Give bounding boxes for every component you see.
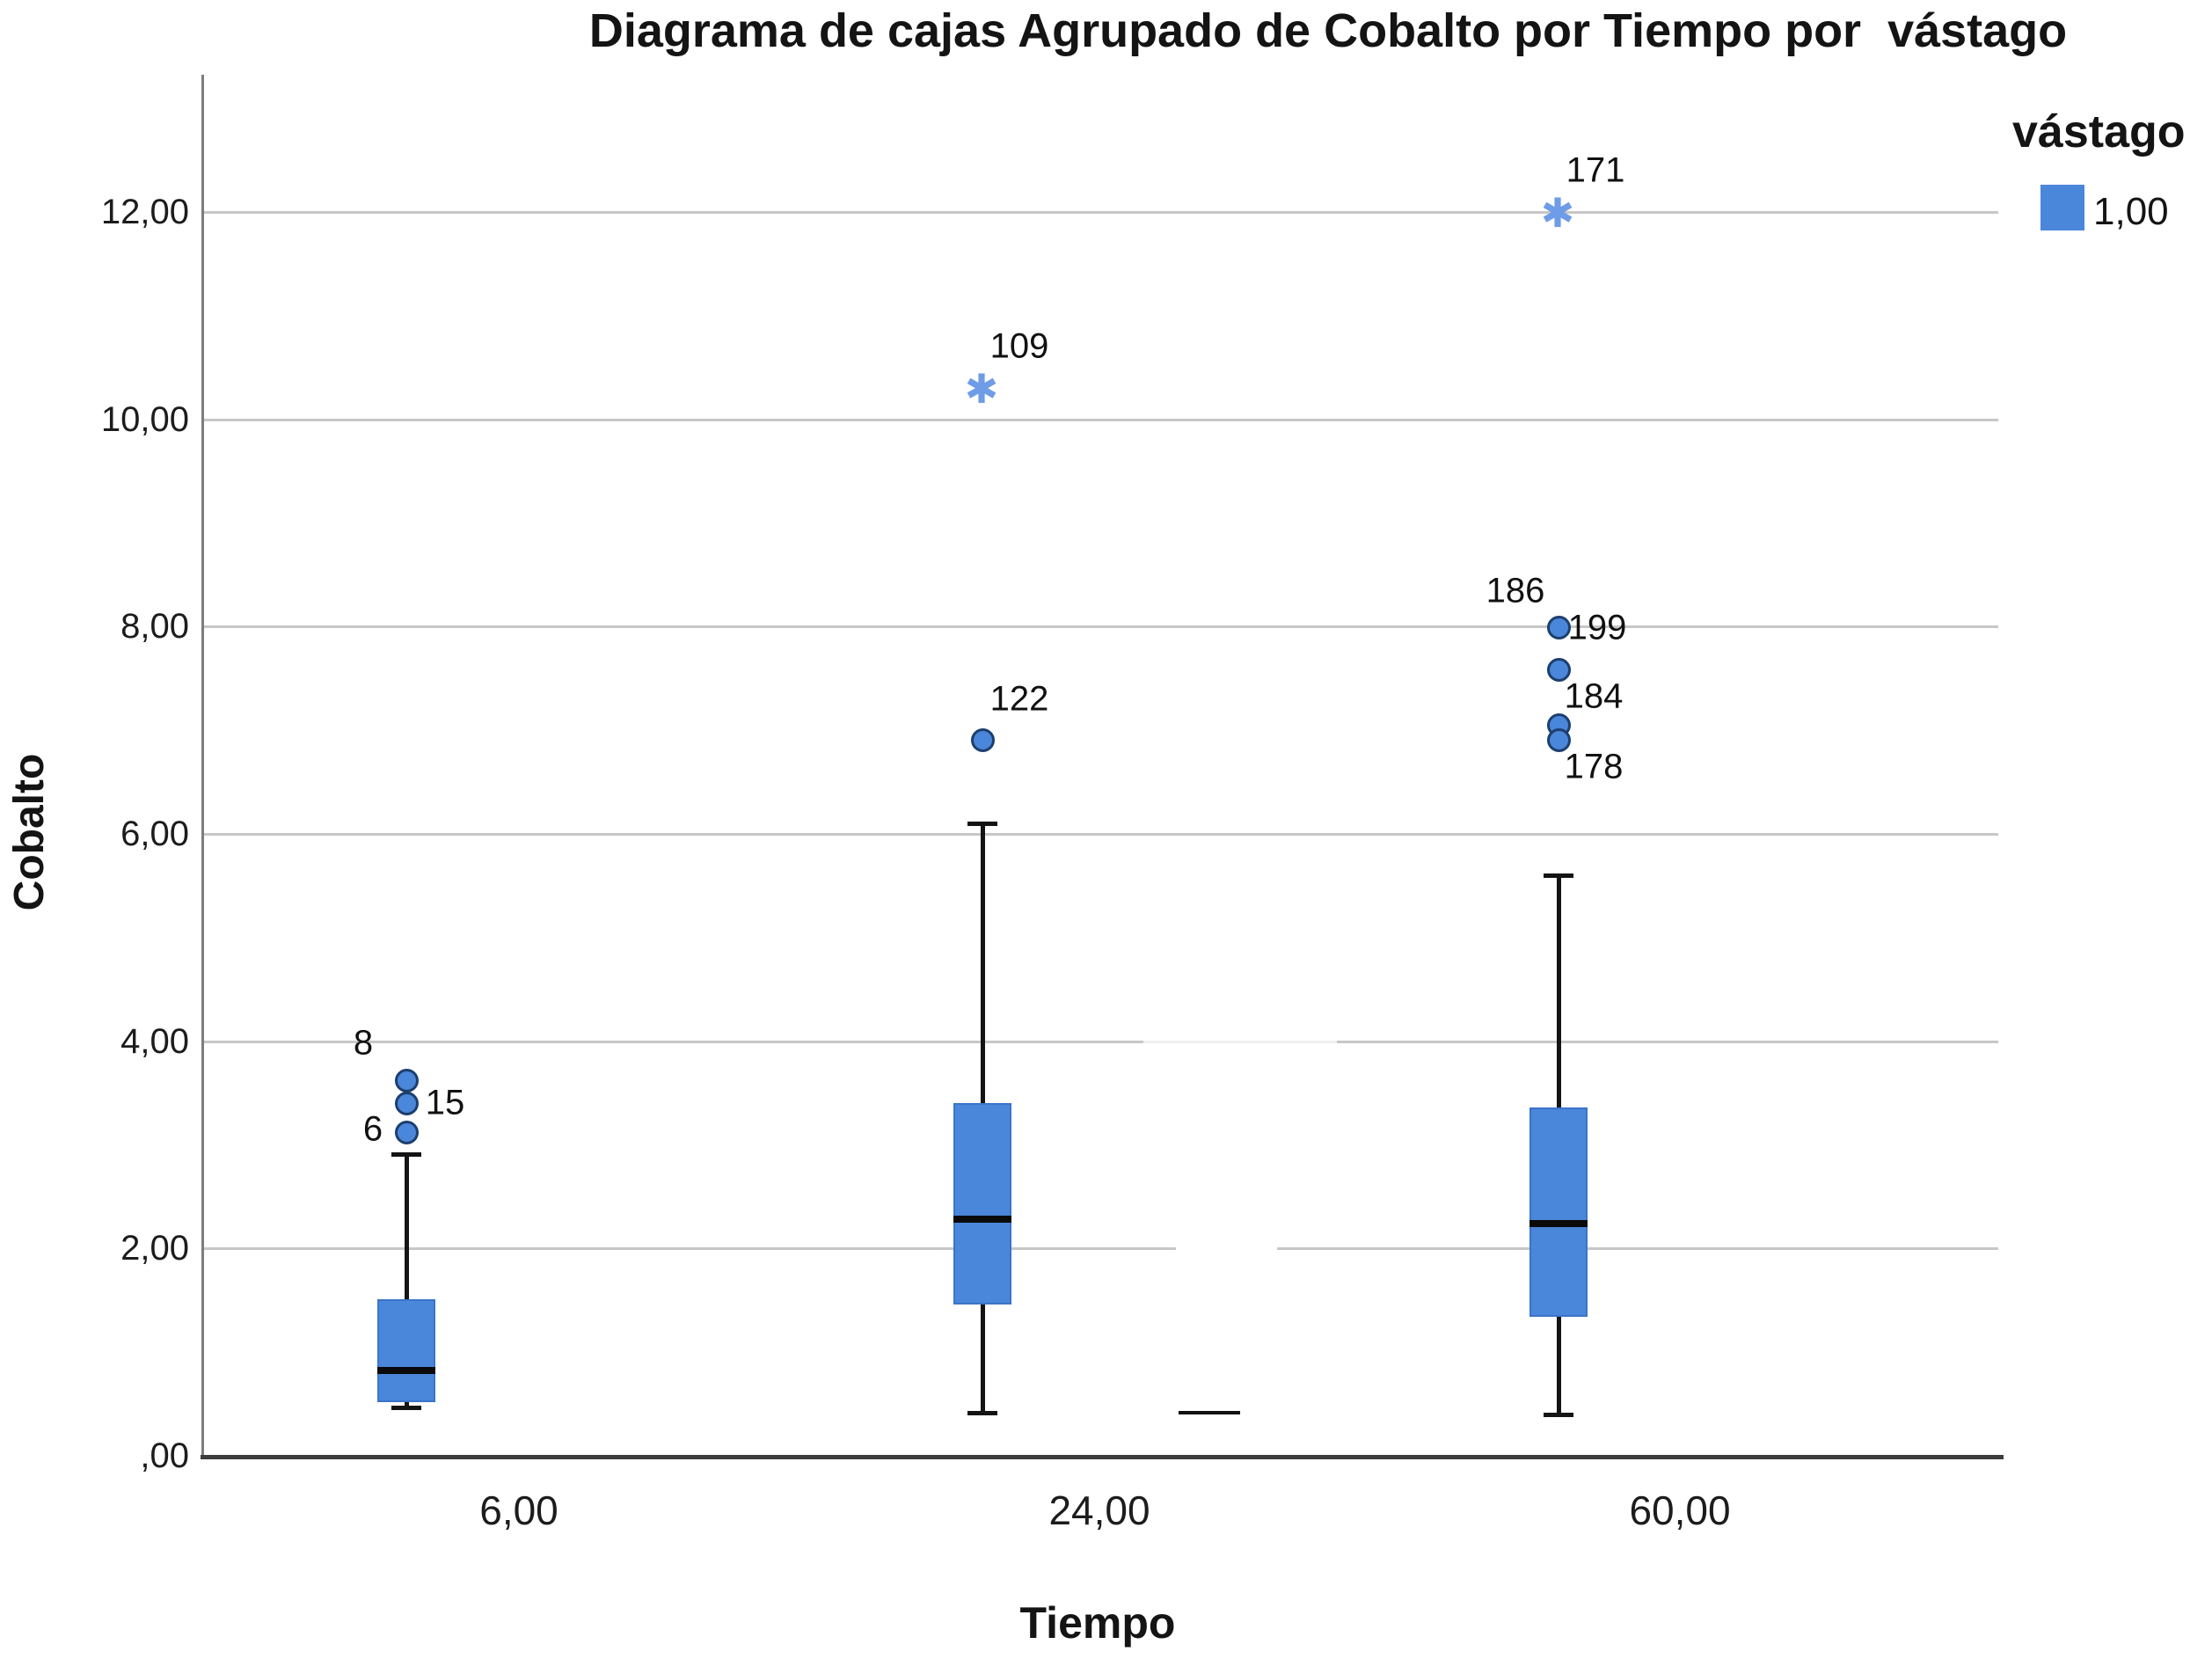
legend-header: vástago bbox=[2012, 106, 2186, 157]
upper-whisker-cap bbox=[967, 822, 997, 827]
y-tick-label-2: 2,00 bbox=[120, 1229, 189, 1268]
median-line bbox=[1529, 1220, 1588, 1228]
outlier-point bbox=[1546, 728, 1571, 753]
lower-whisker-cap bbox=[391, 1405, 421, 1410]
gridline-faint-patch bbox=[1143, 1039, 1337, 1045]
x-axis-line bbox=[201, 1455, 2004, 1459]
y-tick-label-10: 10,00 bbox=[100, 399, 189, 439]
outlier-label: 186 bbox=[1486, 571, 1545, 610]
outlier-label: 8 bbox=[353, 1023, 374, 1063]
gridline-6 bbox=[201, 833, 1998, 837]
gridline-2 bbox=[201, 1247, 1998, 1251]
outlier-label: 122 bbox=[989, 679, 1049, 719]
y-tick-label-12: 12,00 bbox=[100, 193, 189, 232]
outlier-label: 6 bbox=[362, 1109, 383, 1149]
x-tick-label-1: 6,00 bbox=[479, 1487, 558, 1533]
legend-item-label: 1,00 bbox=[2093, 190, 2169, 233]
y-tick-label-4: 4,00 bbox=[120, 1021, 189, 1061]
outlier-label: 15 bbox=[425, 1083, 465, 1122]
y-tick-label-6: 6,00 bbox=[120, 815, 189, 854]
extreme-point-star: ✱ bbox=[1540, 190, 1575, 237]
x-axis-title: Tiempo bbox=[1019, 1598, 1176, 1648]
upper-whisker bbox=[405, 1154, 409, 1300]
y-axis-line bbox=[201, 75, 204, 1458]
extreme-label: 171 bbox=[1566, 150, 1625, 190]
lower-whisker bbox=[981, 1304, 985, 1413]
x-tick-label-2: 24,00 bbox=[1048, 1487, 1150, 1533]
lower-whisker bbox=[1557, 1317, 1561, 1414]
outlier-label: 199 bbox=[1567, 608, 1627, 647]
upper-whisker-cap bbox=[391, 1152, 421, 1158]
upper-whisker bbox=[1557, 875, 1561, 1108]
y-tick-label-0: ,00 bbox=[140, 1436, 189, 1475]
box-24,00 bbox=[953, 1103, 1011, 1305]
extreme-point-star: ✱ bbox=[964, 366, 999, 413]
chart-title: Diagrama de cajas Agrupado de Cobalto po… bbox=[588, 4, 2068, 57]
median-line bbox=[953, 1216, 1011, 1224]
x-tick-label-3: 60,00 bbox=[1629, 1487, 1731, 1533]
outlier-label: 178 bbox=[1564, 747, 1624, 786]
legend-color-swatch bbox=[2040, 185, 2084, 230]
outlier-point bbox=[394, 1091, 419, 1115]
gridline-8 bbox=[201, 625, 1998, 629]
median-line bbox=[377, 1367, 435, 1375]
outlier-point bbox=[394, 1120, 419, 1144]
lower-whisker bbox=[405, 1401, 409, 1407]
erased-box-whisker-remnant bbox=[1179, 1411, 1240, 1414]
box-60,00 bbox=[1529, 1107, 1588, 1318]
gridline-gap bbox=[1176, 1246, 1277, 1253]
upper-whisker bbox=[981, 823, 985, 1104]
outlier-label: 184 bbox=[1564, 676, 1624, 716]
upper-whisker-cap bbox=[1544, 873, 1573, 879]
lower-whisker-cap bbox=[1544, 1412, 1573, 1417]
outlier-point bbox=[394, 1068, 419, 1093]
outlier-point bbox=[970, 728, 995, 753]
outlier-point bbox=[1546, 616, 1571, 640]
gridline-12 bbox=[201, 211, 1998, 215]
gridline-4 bbox=[201, 1040, 1998, 1043]
box-6,00 bbox=[377, 1299, 435, 1402]
lower-whisker-cap bbox=[967, 1410, 997, 1415]
y-tick-label-8: 8,00 bbox=[120, 607, 189, 647]
gridline-10 bbox=[201, 418, 1998, 421]
outlier-point bbox=[1546, 658, 1571, 683]
extreme-label: 109 bbox=[989, 326, 1049, 366]
